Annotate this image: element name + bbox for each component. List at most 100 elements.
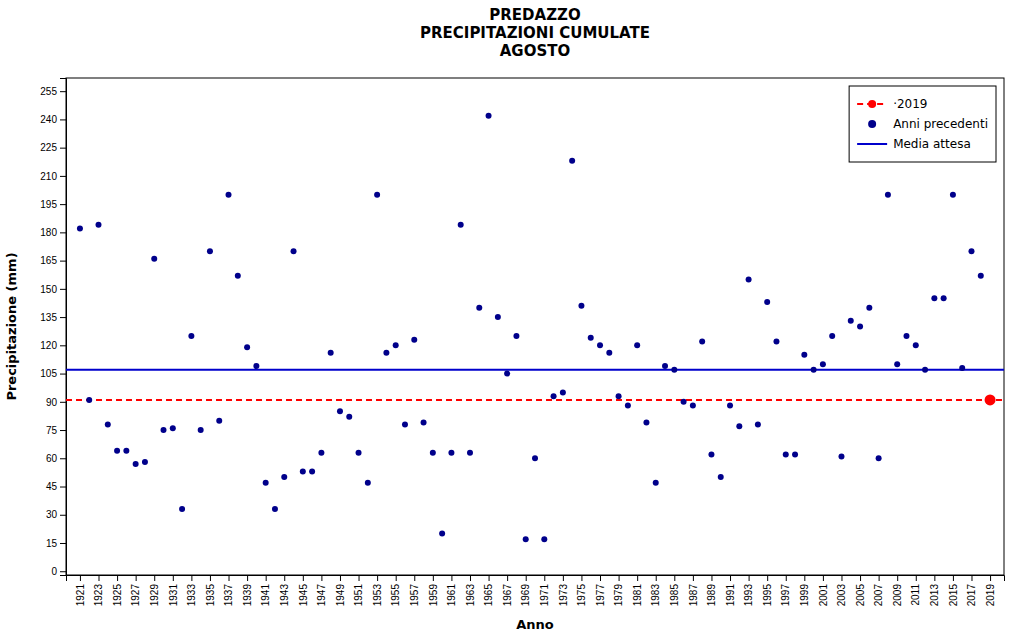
x-tick-mark [507, 575, 508, 581]
x-tick-mark [489, 575, 490, 581]
x-tick: 1975 [576, 575, 587, 606]
y-tick-label: 210 [40, 171, 57, 182]
x-tick-label: 2019 [985, 584, 996, 607]
x-tick-label: 1933 [186, 584, 197, 607]
x-tick: 1973 [558, 575, 569, 606]
point [402, 421, 408, 427]
point [337, 408, 343, 414]
x-tick: 1965 [483, 575, 494, 606]
title-line: PRECIPITAZIONI CUMULATE [420, 24, 650, 42]
point [188, 333, 194, 339]
x-tick-label: 1949 [335, 584, 346, 607]
x-tick-mark [210, 575, 211, 581]
x-tick: 1985 [669, 575, 680, 606]
point [690, 403, 696, 409]
x-tick: 2017 [966, 575, 977, 606]
y-tick-label: 195 [40, 199, 57, 210]
point [383, 350, 389, 356]
point [718, 474, 724, 480]
x-tick: 1943 [279, 575, 290, 606]
point [755, 421, 761, 427]
y-tick-mark [60, 232, 66, 233]
point [430, 450, 436, 456]
x-tick-label: 1999 [799, 584, 810, 607]
point [532, 455, 538, 461]
x-tick: 1957 [409, 575, 420, 606]
x-tick: 1929 [149, 575, 160, 606]
point [486, 113, 492, 119]
x-tick-mark [154, 575, 155, 581]
y-tick-mark [60, 289, 66, 290]
x-tick: 1955 [390, 575, 401, 606]
point [885, 192, 891, 198]
y-tick-mark [60, 374, 66, 375]
y-tick-mark [60, 543, 66, 544]
x-tick: 2003 [836, 575, 847, 606]
legend-label: ·2019 [893, 97, 927, 111]
x-tick-mark [526, 575, 527, 581]
x-tick-label: 1943 [279, 584, 290, 607]
point [523, 536, 529, 542]
y-tick-label: 240 [40, 114, 57, 125]
point [253, 363, 259, 369]
x-tick: 2011 [910, 575, 921, 606]
x-tick: 1995 [762, 575, 773, 606]
x-tick: 1979 [613, 575, 624, 606]
point [811, 367, 817, 373]
x-tick-label: 1993 [743, 584, 754, 607]
y-axis: 0153045607590105120135150165180195210225… [40, 79, 66, 577]
point [792, 452, 798, 458]
point [207, 248, 213, 254]
x-axis-line [67, 576, 1005, 582]
x-tick-label: 1981 [632, 584, 643, 607]
x-tick-mark [321, 575, 322, 581]
x-tick-mark [767, 575, 768, 581]
x-tick-label: 1947 [316, 584, 327, 607]
x-tick-mark [303, 575, 304, 581]
x-tick-label: 1955 [390, 584, 401, 607]
y-tick: 120 [40, 340, 66, 351]
point [226, 192, 232, 198]
title-line: AGOSTO [500, 42, 570, 60]
y-tick: 210 [40, 171, 66, 182]
point [123, 448, 129, 454]
x-tick-label: 1929 [149, 584, 160, 607]
y-tick-mark [60, 487, 66, 488]
x-tick-label: 1931 [168, 584, 179, 607]
y-tick-label: 135 [40, 312, 57, 323]
reference-line [66, 369, 1004, 371]
y-tick: 15 [46, 538, 66, 549]
x-tick: 1959 [428, 575, 439, 606]
point [263, 480, 269, 486]
y-tick: 195 [40, 199, 66, 210]
legend-item: Media attesa [857, 137, 971, 151]
plot-frame [66, 78, 1004, 575]
point [913, 342, 919, 348]
legend-item: ·2019 [857, 97, 927, 111]
point [903, 333, 909, 339]
y-tick: 45 [46, 481, 66, 492]
x-tick: 1925 [112, 575, 123, 606]
y-tick: 90 [46, 397, 66, 408]
x-tick-mark [619, 575, 620, 581]
x-tick-label: 1965 [483, 584, 494, 607]
legend-item: Anni precedenti [868, 117, 988, 131]
x-tick-mark [359, 575, 360, 581]
point [671, 367, 677, 373]
point [773, 339, 779, 345]
point [727, 403, 733, 409]
x-tick: 1927 [130, 575, 141, 606]
y-axis-title: Precipitazione (mm) [4, 252, 19, 400]
point [746, 276, 752, 282]
point [142, 459, 148, 465]
point [560, 389, 566, 395]
y-tick: 60 [46, 453, 66, 464]
x-tick-mark [117, 575, 118, 581]
x-tick: 1953 [372, 575, 383, 606]
point [244, 344, 250, 350]
x-tick-mark [674, 575, 675, 581]
x-tick-mark [841, 575, 842, 581]
x-tick: 2019 [985, 575, 996, 606]
point [300, 468, 306, 474]
x-tick-mark [396, 575, 397, 581]
